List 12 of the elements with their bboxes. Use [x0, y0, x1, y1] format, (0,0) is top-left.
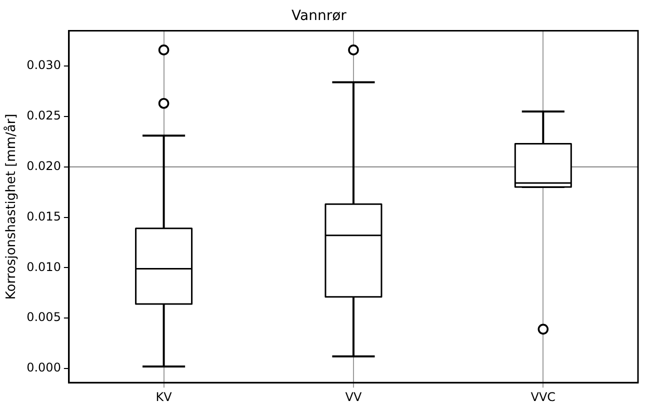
x-tick-label: VV [345, 390, 362, 404]
y-tick-label: 0.015 [26, 209, 61, 224]
y-tick-label: 0.010 [26, 260, 61, 274]
y-tick-label: 0.030 [26, 58, 61, 72]
x-tick-label: VVC [530, 390, 556, 404]
x-tick-label: KV [156, 390, 173, 404]
y-tick-label: 0.005 [26, 310, 61, 324]
y-tick-label: 0.020 [26, 159, 61, 174]
y-tick-label: 0.000 [26, 360, 61, 375]
y-tick-label: 0.025 [26, 108, 61, 123]
y-axis-title: Korrosjonshastighet [mm/år] [3, 114, 20, 300]
chart-title: Vannrør [292, 8, 347, 24]
